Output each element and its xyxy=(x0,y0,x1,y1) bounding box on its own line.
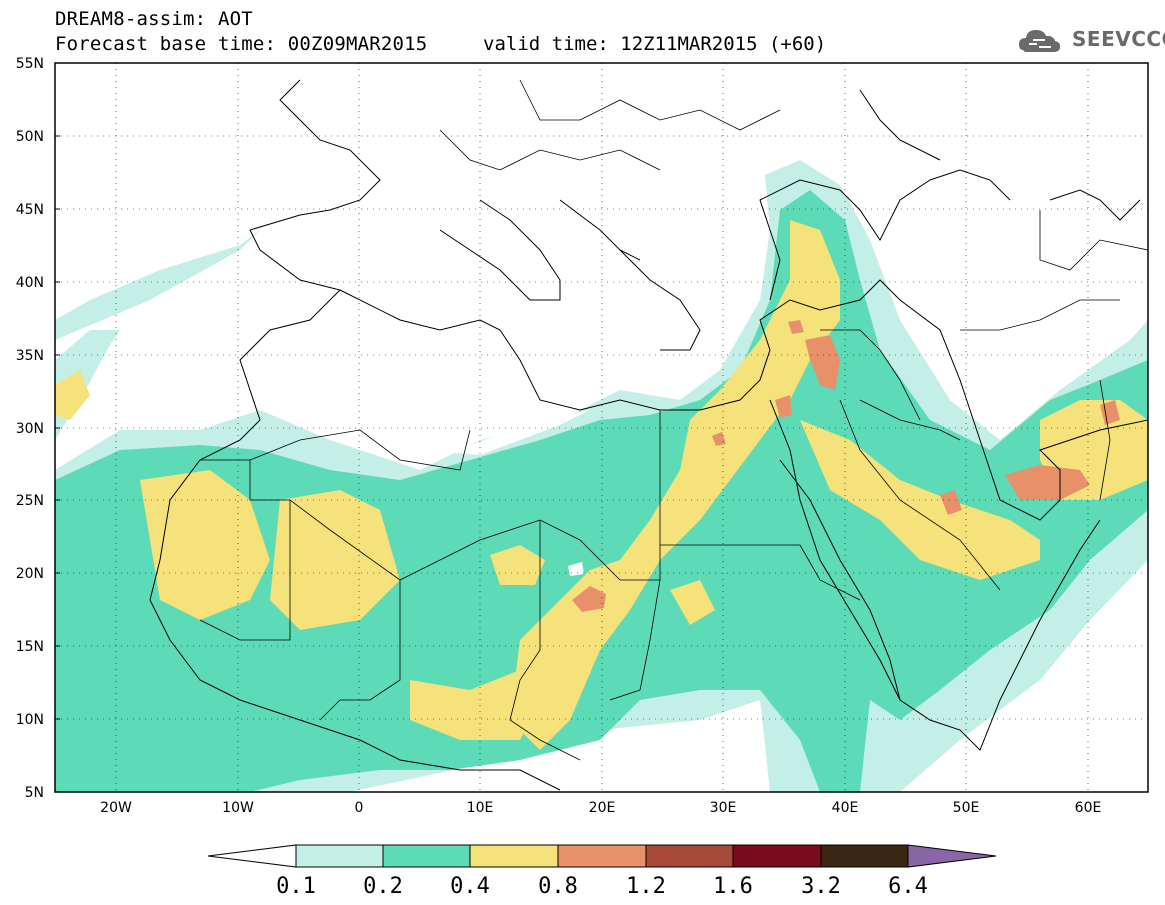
lon-label: 40E xyxy=(832,800,859,816)
map-title: DREAM8-assim: AOT xyxy=(55,8,253,30)
colorbar-labels: 0.1 0.2 0.4 0.8 1.2 1.6 3.2 6.4 xyxy=(276,874,928,899)
colorbar-label: 0.4 xyxy=(450,874,490,899)
colorbar-label: 6.4 xyxy=(888,874,928,899)
lat-label: 30N xyxy=(16,421,44,437)
colorbar-bin xyxy=(295,844,384,868)
lon-label: 60E xyxy=(1075,800,1102,816)
lat-label: 25N xyxy=(16,493,44,509)
colorbar-label: 1.2 xyxy=(626,874,666,899)
forecast-base-time: Forecast base time: 00Z09MAR2015 xyxy=(55,33,428,55)
lon-label: 50E xyxy=(953,800,980,816)
lat-label: 35N xyxy=(16,348,44,364)
colorbar xyxy=(207,844,997,868)
cloud-icon xyxy=(1019,30,1061,52)
lat-label: 15N xyxy=(16,639,44,655)
lon-label: 20E xyxy=(589,800,616,816)
colorbar-label: 3.2 xyxy=(801,874,841,899)
lat-lon-grid xyxy=(55,63,1148,792)
lat-tick-labels: 5N 10N 15N 20N 25N 30N 35N 40N 45N 50N 5… xyxy=(16,56,44,801)
aot-field xyxy=(55,160,1148,792)
valid-time: valid time: 12Z11MAR2015 (+60) xyxy=(483,33,827,55)
lat-label: 5N xyxy=(25,785,44,801)
lon-label: 20W xyxy=(100,800,132,816)
lat-label: 10N xyxy=(16,712,44,728)
lon-label: 10W xyxy=(222,800,254,816)
colorbar-lower-triangle xyxy=(207,844,297,868)
coastlines xyxy=(149,79,1148,791)
lon-label: 10E xyxy=(467,800,494,816)
colorbar-bin xyxy=(469,844,559,868)
logo-text: SEEVCCC xyxy=(1072,27,1165,51)
lat-label: 40N xyxy=(16,275,44,291)
lat-label: 45N xyxy=(16,202,44,218)
lat-label: 20N xyxy=(16,566,44,582)
colorbar-label: 0.8 xyxy=(538,874,578,899)
colorbar-bin xyxy=(557,844,647,868)
colorbar-bin xyxy=(382,844,471,868)
lat-label: 50N xyxy=(16,129,44,145)
colorbar-upper-triangle xyxy=(907,844,997,868)
lon-label: 0 xyxy=(355,800,364,816)
lat-ticks xyxy=(55,62,60,793)
colorbar-label: 1.6 xyxy=(713,874,753,899)
colorbar-label: 0.1 xyxy=(276,874,316,899)
colorbar-bin xyxy=(820,844,909,868)
lon-label: 30E xyxy=(710,800,737,816)
colorbar-label: 0.2 xyxy=(363,874,403,899)
country-borders xyxy=(199,79,1148,761)
colorbar-bin xyxy=(732,844,822,868)
lon-tick-labels: 20W 10W 0 10E 20E 30E 40E 50E 60E xyxy=(100,800,1101,816)
lat-label: 55N xyxy=(16,56,44,72)
colorbar-bin xyxy=(645,844,734,868)
